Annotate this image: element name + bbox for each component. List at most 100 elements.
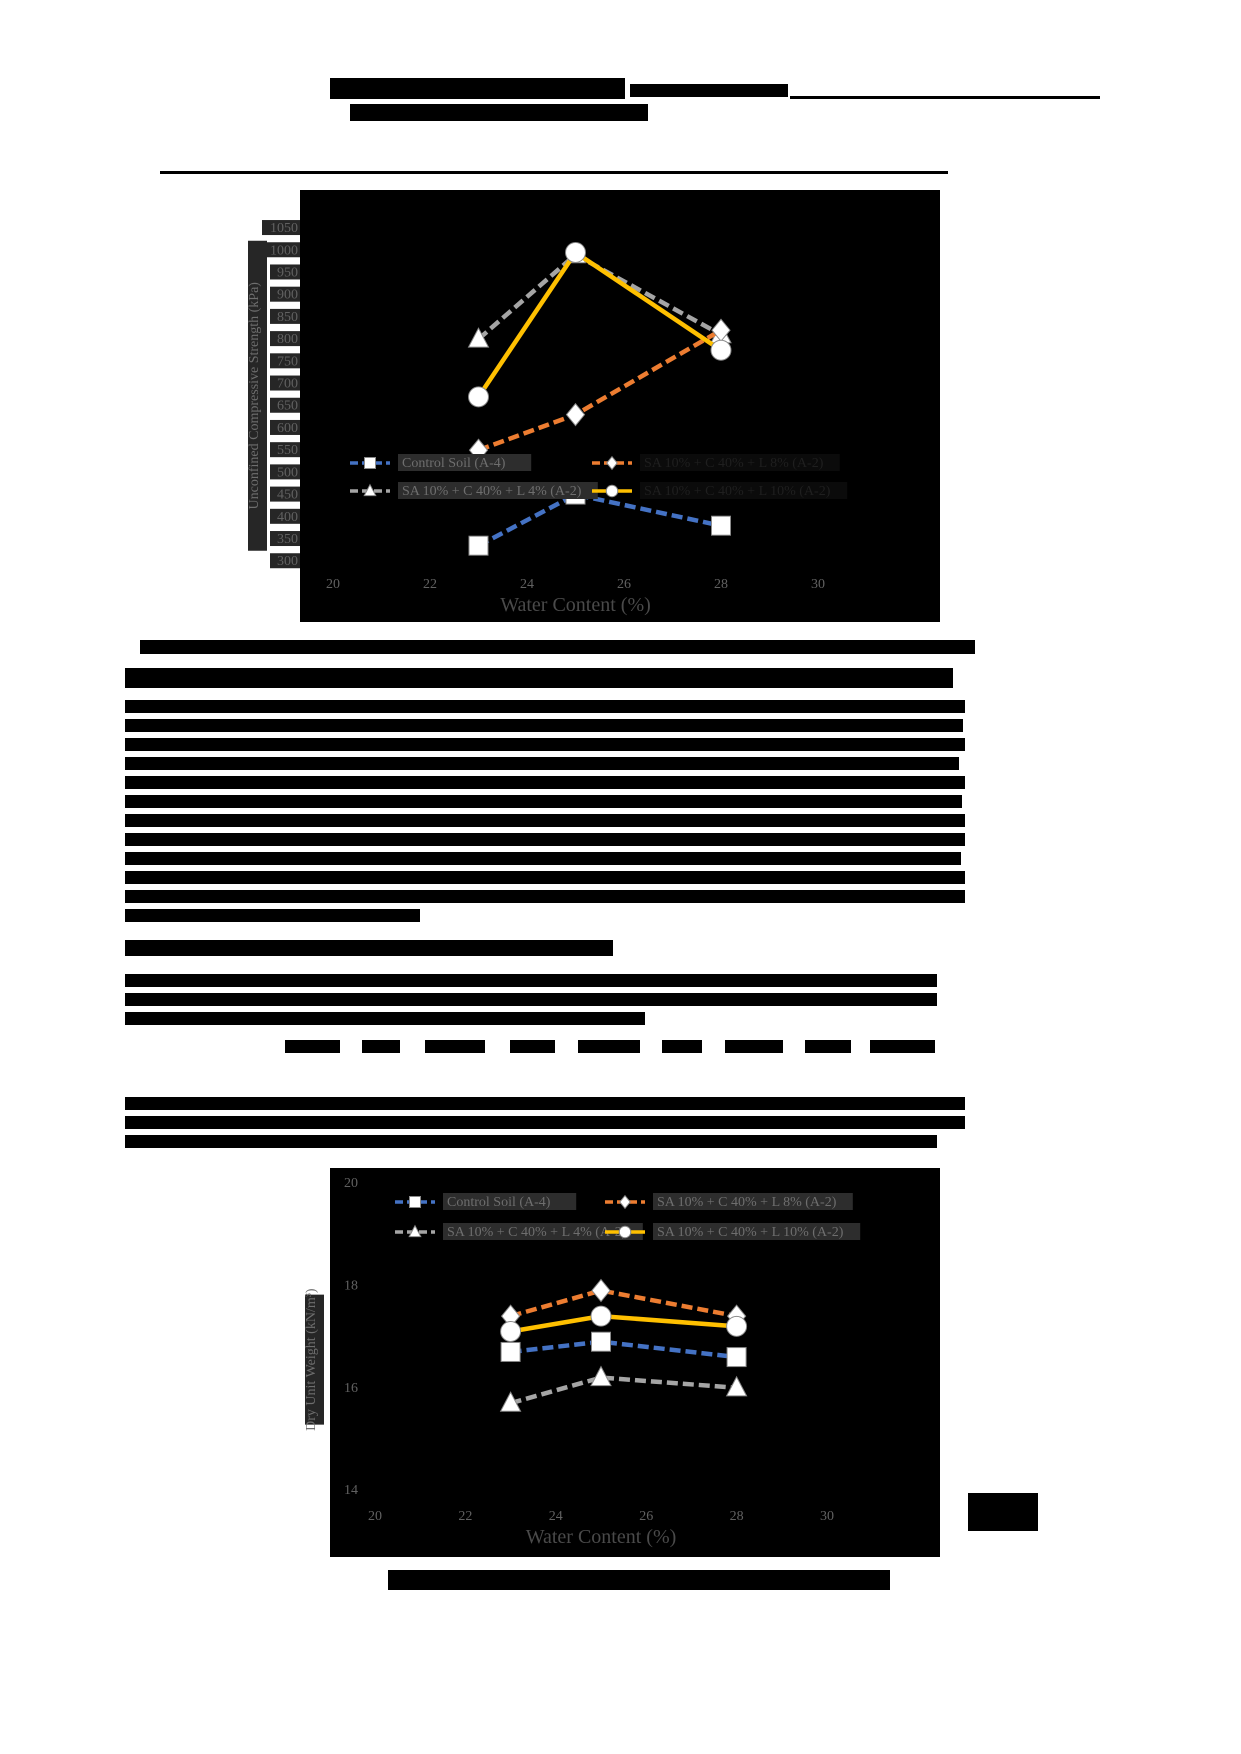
redacted-text-line [125,1135,937,1148]
redacted-text-line [125,1012,645,1025]
tick-label-box [270,442,300,458]
y-tick-label: 950 [277,265,298,280]
y-tick-label: 400 [277,510,298,525]
x-tick-label: 24 [549,1509,563,1524]
legend-label-box [443,1223,643,1240]
y-tick-label: 550 [277,443,298,458]
plot-background [300,190,940,622]
y-tick-label: 300 [277,554,298,569]
tick-label-box [270,353,300,369]
redacted-text-line [125,833,965,846]
redacted-text-segment [425,1040,485,1053]
data-point-triangle [467,327,490,348]
legend-label-box [640,454,840,471]
y-tick-label: 900 [277,288,298,303]
redacted-text-segment [870,1040,935,1053]
x-tick-label: 30 [811,577,825,592]
legend-label-box [443,1193,577,1210]
redacted-text-line [125,852,961,865]
title-underline-rule [790,96,1100,99]
data-point-triangle [590,1365,612,1387]
x-tick-label: 28 [714,577,728,592]
y-tick-label: 500 [277,465,298,480]
legend-marker-diamond [619,1194,631,1210]
redacted-title-line [350,104,648,121]
x-axis-title: Water Content (%) [526,1526,677,1548]
x-tick-label: 20 [368,1509,382,1524]
y-tick-label: 750 [277,354,298,369]
redacted-text-line [125,974,937,987]
data-point-triangle [499,1391,522,1412]
legend-label: SA 10% + C 40% + L 10% (A-2) [657,1225,844,1240]
redacted-text-line [125,909,420,922]
data-point-square [591,1331,611,1352]
legend-marker-circle [605,484,619,498]
redacted-page-number [968,1493,1038,1531]
data-point-square [726,1347,747,1368]
data-point-square [468,535,489,556]
y-tick-label: 800 [277,332,298,347]
legend-label-box [398,482,598,499]
x-tick-label: 24 [520,577,534,592]
y-tick-label: 1050 [270,221,298,236]
redacted-figure-caption [388,1570,890,1590]
redacted-text-segment [662,1040,702,1053]
y-axis-title-box [305,1294,324,1425]
series-line [477,492,722,548]
legend-label-box [653,1193,853,1210]
redacted-text-line [125,890,965,903]
redacted-text-line [125,776,965,789]
legend-marker-square [409,1196,421,1208]
legend-label: Control Soil (A-4) [447,1195,551,1210]
y-tick-label: 650 [277,399,298,414]
tick-label-box [270,553,300,569]
redacted-section-heading [125,668,953,688]
data-point-circle [590,1305,612,1327]
redacted-text-segment [362,1040,400,1053]
data-point-diamond [591,1278,611,1303]
redacted-text-line [125,1097,965,1110]
redacted-text-segment [805,1040,851,1053]
redacted-figure-caption [140,640,975,654]
data-point-circle [500,1321,522,1342]
tick-label-box [262,220,300,236]
redacted-text-line [125,1116,965,1129]
redacted-text-line [125,795,962,808]
legend-label: SA 10% + C 40% + L 4% (A-2) [402,484,582,499]
redacted-title-line [630,84,788,97]
redacted-text-segment [578,1040,640,1053]
tick-label-box [270,464,300,480]
y-axis-title: Unconfined Compressive Strength (kPa) [247,282,262,510]
redacted-text-segment [285,1040,340,1053]
tick-label-box [270,486,300,502]
figure-compressive-strength-chart: 300 350 400 450 500 550 600 650 700 750 800 850 900 9… [247,190,940,622]
data-point-circle [565,242,586,263]
x-tick-label: 20 [326,577,340,592]
x-tick-label: 22 [458,1509,472,1524]
y-tick-label: 16 [344,1381,358,1396]
data-point-diamond [565,402,586,427]
x-tick-label: 28 [730,1509,744,1524]
series-line [509,1375,737,1406]
tick-label-box [270,286,300,302]
legend-marker-circle [618,1225,632,1239]
legend-marker-triangle [363,483,377,497]
redacted-title-line [330,78,625,99]
legend-label: SA 10% + C 40% + L 8% (A-2) [657,1195,837,1210]
y-axis-title: Dry Unit Weight (kN/m³) [304,1288,319,1431]
data-point-circle [710,339,732,361]
legend-label: SA 10% + C 40% + L 4% (A-2) [447,1225,627,1240]
y-tick-label: 850 [277,310,298,325]
tick-label-box [270,419,300,435]
figure-dry-unit-weight-chart: 14 16 18 20 20 22 24 26 28 30 Water Content (%) Dry… [304,1168,940,1557]
legend-label-box [653,1223,861,1240]
y-tick-label: 700 [277,377,298,392]
redacted-text-line [125,871,965,884]
x-tick-label: 26 [639,1509,653,1524]
tick-label-box [262,242,300,258]
tick-label-box [270,331,300,347]
legend-label: SA 10% + C 40% + L 10% (A-2) [644,484,831,499]
y-tick-label: 450 [277,488,298,503]
data-point-circle [468,386,489,408]
redacted-text-line [125,757,959,770]
